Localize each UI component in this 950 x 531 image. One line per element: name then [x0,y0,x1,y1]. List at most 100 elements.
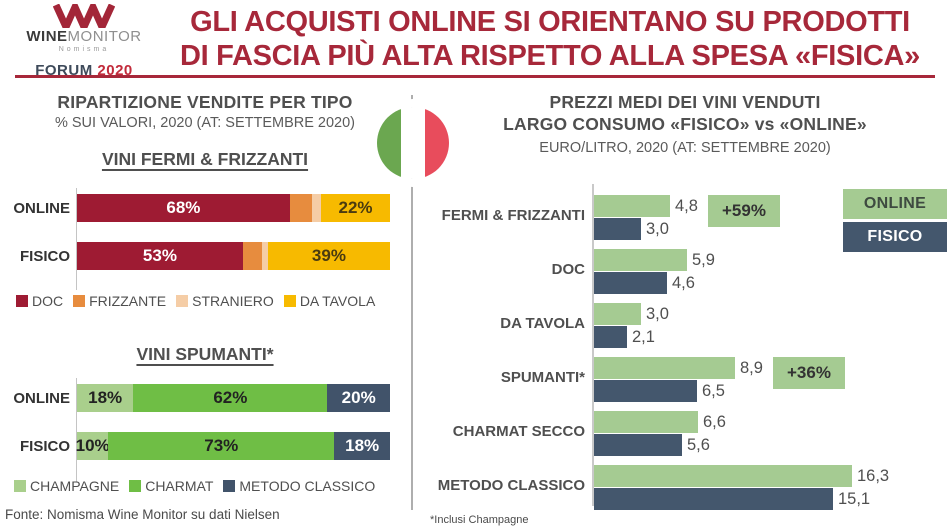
value-label: 4,6 [672,273,695,292]
legend-swatch-frizzante [73,295,86,307]
value-label: 6,5 [702,381,725,400]
value-label: 3,0 [646,219,669,238]
category-label: METODO CLASSICO [437,476,585,494]
bar-online [594,411,698,433]
value-label: 15,1 [838,489,871,508]
bar-segment-doc: 53% [77,242,243,270]
delta-badge: +36% [773,357,845,389]
value-label: 2,1 [632,327,655,346]
section-divider [411,95,413,510]
chart3-legend: ONLINE FISICO [843,189,947,255]
bar-line-fisico: 3,0 [594,218,669,240]
brand-monitor: MONITOR [67,28,142,45]
right-panel-title-line1: PREZZI MEDI DEI VINI VENDUTI [549,92,821,112]
price-row-metodo-classico: METODO CLASSICO 16,3 15,1 [420,459,950,510]
legend-item-doc: DOC [16,293,63,309]
value-label: 4,8 [675,196,698,215]
price-row-spumanti-: SPUMANTI* 8,9 6,5 [420,351,950,402]
bar-segment-da-tavola: 39% [267,242,390,270]
header-rule [15,75,935,78]
legend-item-metodo-classico: METODO CLASSICO [223,478,375,494]
legend-label: FRIZZANTE [89,293,167,309]
brand-name: WINEMONITOR [15,29,153,44]
winemonitor-logo-mark-icon [53,4,115,28]
brand-nomisma: Nomisma [58,46,110,53]
left-panel-subtitle: % SUI VALORI, 2020 (AT: SETTEMBRE 2020) [54,115,356,131]
legend-swatch-straniero [176,295,189,307]
legend-label: STRANIERO [192,293,274,309]
bar-segment-charmat: 62% [133,384,328,412]
category-label: ONLINE [13,389,70,407]
stacked-bar: 53% 39% [77,242,390,270]
category-label: SPUMANTI* [500,368,585,386]
chart2-legend: CHAMPAGNE CHARMAT METODO CLASSICO [14,478,375,494]
bar-segment-champagne: 18% [77,384,134,412]
bar-line-fisico: 15,1 [594,488,870,510]
legend-label: METODO CLASSICO [239,478,376,494]
data-source: Fonte: Nomisma Wine Monitor su dati Niel… [5,507,280,522]
page-title: GLI ACQUISTI ONLINE SI ORIENTANO SU PROD… [150,5,950,73]
legend-swatch-charmat [129,480,142,492]
right-panel-subtitle: EURO/LITRO, 2020 (AT: SETTEMBRE 2020) [539,140,831,156]
legend-swatch-metodo-classico [223,480,236,492]
stacked-bar: 10% 73% 18% [76,432,390,460]
bar-segment-frizzante [289,194,312,222]
forum-badge: FORUM 2020 [15,62,153,79]
chart-footnote: *Inclusi Champagne [430,514,529,526]
legend-item-charmat: CHARMAT [129,478,213,494]
chart1-title: VINI FERMI & FRIZZANTI [101,149,309,169]
bar-line-online: 4,8 [594,195,698,217]
bar-fisico [594,434,682,456]
stacked-bar: 68% 22% [77,194,390,222]
bar-segment-metodo-classico: 18% [334,432,390,460]
bar-fisico [594,218,641,240]
chart3-axis [592,184,594,506]
legend-item-da-tavola: DA TAVOLA [283,293,375,309]
legend-fisico: FISICO [843,222,947,252]
category-label: DOC [551,260,585,278]
page-title-line2: DI FASCIA PIÙ ALTA RISPETTO ALLA SPESA «… [180,40,920,72]
bar-line-online: 6,6 [594,411,726,433]
bar-line-fisico: 6,5 [594,380,725,402]
bar-online [594,303,641,325]
price-row-charmat-secco: CHARMAT SECCO 6,6 5,6 [420,405,950,456]
price-row-da-tavola: DA TAVOLA 3,0 2,1 [420,297,950,348]
chart-row-online: ONLINE 18% 62% 20% [2,384,402,412]
chart-row-fisico: FISICO 10% 73% 18% [2,432,402,460]
chart1-rows: ONLINE 68% 22% FISICO 53% 39% [2,194,402,290]
bar-line-online: 5,9 [594,249,715,271]
price-row-doc: DOC 5,9 4,6 [420,243,950,294]
category-label: CHARMAT SECCO [452,422,585,440]
chart2-rows: ONLINE 18% 62% 20% FISICO 10% 73% 18% [2,384,402,480]
value-label: 5,6 [687,435,710,454]
bar-fisico [594,380,697,402]
legend-item-champagne: CHAMPAGNE [14,478,119,494]
bar-line-fisico: 5,6 [594,434,710,456]
right-panel-title-line2: LARGO CONSUMO «FISICO» vs «ONLINE» [503,114,867,134]
italy-flag-icon [377,107,449,179]
value-label: 6,6 [703,412,726,431]
bar-segment-doc: 68% [77,194,290,222]
category-label: FISICO [19,247,70,265]
bar-line-online: 3,0 [594,303,669,325]
chart2-title: VINI SPUMANTI* [136,344,274,364]
value-label: 5,9 [692,250,715,269]
bar-line-online: 16,3 [594,465,889,487]
legend-label: DOC [32,293,64,309]
bar-segment-da-tavola: 22% [321,194,390,222]
chart-row-online: ONLINE 68% 22% [2,194,402,222]
chart1-legend: DOC FRIZZANTE STRANIERO DA TAVOLA [16,293,375,309]
bar-line-fisico: 4,6 [594,272,695,294]
chart2-axis [76,378,77,482]
bar-line-fisico: 2,1 [594,326,655,348]
bar-segment-frizzante [242,242,262,270]
legend-swatch-doc [16,295,28,307]
bar-line-online: 8,9 [594,357,763,379]
stacked-bar: 18% 62% 20% [77,384,390,412]
price-comparison-chart: FERMI & FRIZZANTI 4,8 3,0 DOC 5,9 4,6 DA TAVOL… [420,184,950,516]
chart-row-fisico: FISICO 53% 39% [2,242,402,270]
brand-wine: WINE [26,28,68,45]
forum-year: 2020 [97,62,133,79]
category-label: FISICO [19,437,70,455]
